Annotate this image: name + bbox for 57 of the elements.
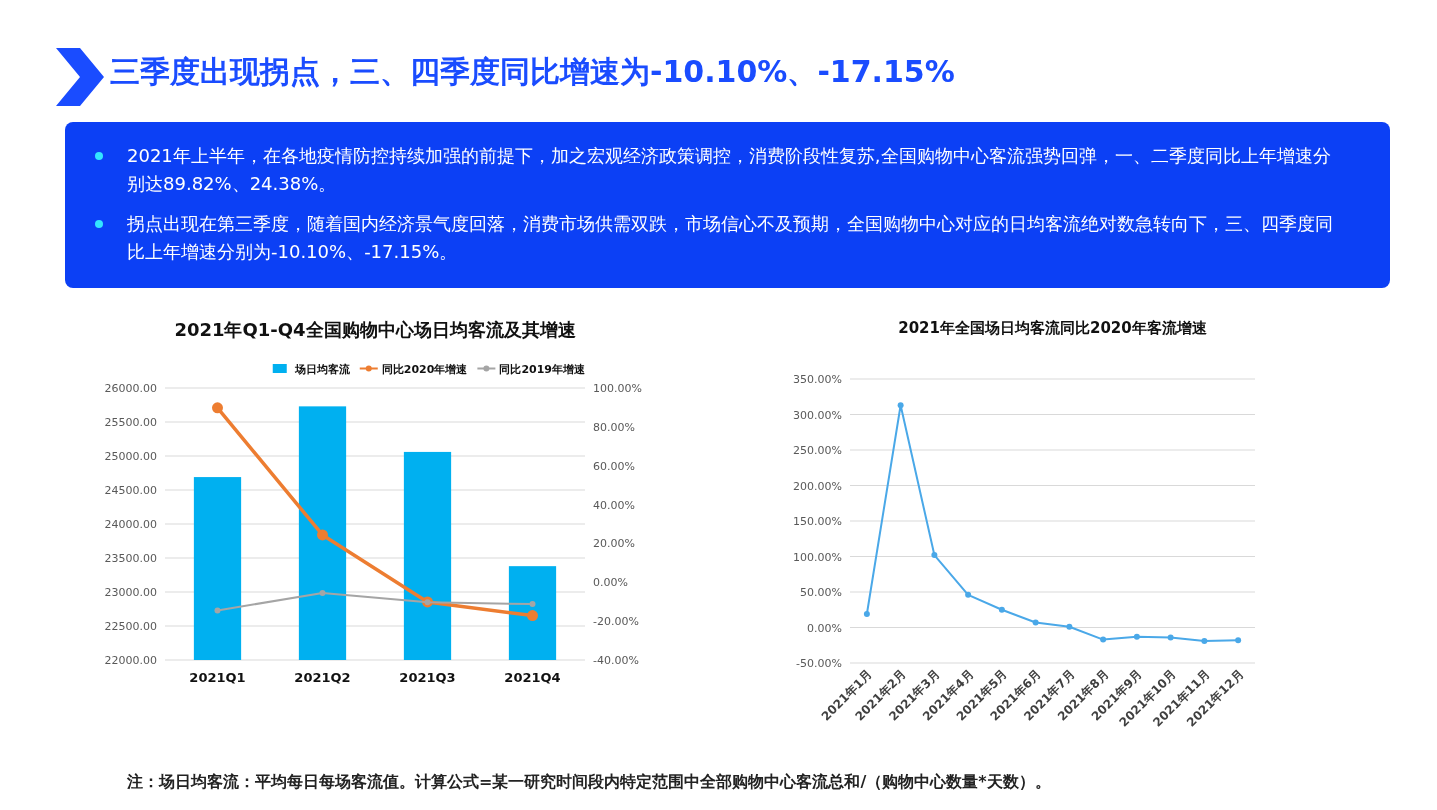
y-tick-label: 24500.00 <box>104 484 157 497</box>
y-tick-label: 25500.00 <box>104 416 157 429</box>
point <box>319 589 326 596</box>
text: 注：场日均客流：平均每日每场客流值。计算公式=某一研究时间段内特定范围中全部购物中心客流总和/（购物中心数量*天数）。 <box>127 772 1051 793</box>
point <box>1167 634 1174 641</box>
y-tick-label: 26000.00 <box>104 382 157 395</box>
y2-tick-label: 0.00% <box>593 576 628 590</box>
y-tick-label: 50.00% <box>800 586 842 599</box>
point <box>529 601 536 608</box>
point <box>1032 619 1039 626</box>
y-tick-label: -50.00% <box>796 657 842 670</box>
y-tick-label: 0.00% <box>807 621 842 635</box>
y2-tick-label: 80.00% <box>593 420 635 434</box>
point <box>317 529 328 541</box>
point <box>998 606 1005 613</box>
legend-label: 同比2020年增速 <box>381 363 469 376</box>
y2-tick-label: 40.00% <box>593 498 635 512</box>
text: 2021年上半年，在各地疫情防控持续加强的前提下，加之宏观经济政策调控，消费阶段性复苏,全国购物中心客流强势回弹，一、二季度同比上年增速分别达89.82%、24.38%。 <box>127 144 1332 196</box>
text: 拐点出现在第三季度，随着国内经济景气度回落，消费市场供需双跌，市场信心不及预期，全国购物中心对应的日均客流绝对数急转向下，三、四季度同比上年增速分别为-10.10%、-17.15%。 <box>127 212 1334 264</box>
point <box>1066 623 1073 630</box>
point <box>897 402 904 409</box>
x-tick-label: 2021Q4 <box>504 670 561 685</box>
point <box>1201 637 1208 644</box>
legend-label: 场日均客流 <box>293 363 351 376</box>
y-tick-label: 23000.00 <box>104 586 157 599</box>
point <box>965 591 972 598</box>
point <box>1100 636 1107 643</box>
point <box>212 402 223 414</box>
x-tick-label: 2021Q2 <box>294 670 351 685</box>
y2-tick-label: 60.00% <box>593 459 635 473</box>
y2-tick-label: -20.00% <box>593 615 639 629</box>
y-tick-label: 250.00% <box>793 444 842 457</box>
y-tick-label: 22000.00 <box>104 654 157 667</box>
y-tick-label: 150.00% <box>793 515 842 528</box>
y-tick-label: 300.00% <box>793 408 842 422</box>
point <box>931 552 938 559</box>
y-tick-label: 200.00% <box>793 479 842 493</box>
y-tick-label: 23500.00 <box>104 552 157 565</box>
chart-title: 2021年Q1-Q4全国购物中心场日均客流及其增速 <box>174 319 576 340</box>
point <box>1235 637 1242 644</box>
point <box>214 607 221 614</box>
y-tick-label: 22500.00 <box>104 620 157 633</box>
y2-tick-label: 20.00% <box>593 537 635 551</box>
x-tick-label: 2021Q1 <box>189 670 246 685</box>
y2-tick-label: 100.00% <box>593 382 642 395</box>
chart-title: 2021年全国场日均客流同比2020年客流增速 <box>898 319 1208 337</box>
y-tick-label: 350.00% <box>793 373 842 386</box>
text: 三季度出现拐点，三、四季度同比增速为-10.10%、-17.15% <box>110 53 955 91</box>
point <box>1133 633 1140 640</box>
y-tick-label: 24000.00 <box>104 518 157 531</box>
point <box>863 611 870 618</box>
y-tick-label: 100.00% <box>793 550 842 564</box>
point <box>527 610 538 622</box>
x-tick-label: 2021Q3 <box>399 670 456 685</box>
legend-label: 同比2019年增速 <box>499 363 586 376</box>
y-tick-label: 25000.00 <box>104 450 157 463</box>
y2-tick-label: -40.00% <box>593 654 639 667</box>
